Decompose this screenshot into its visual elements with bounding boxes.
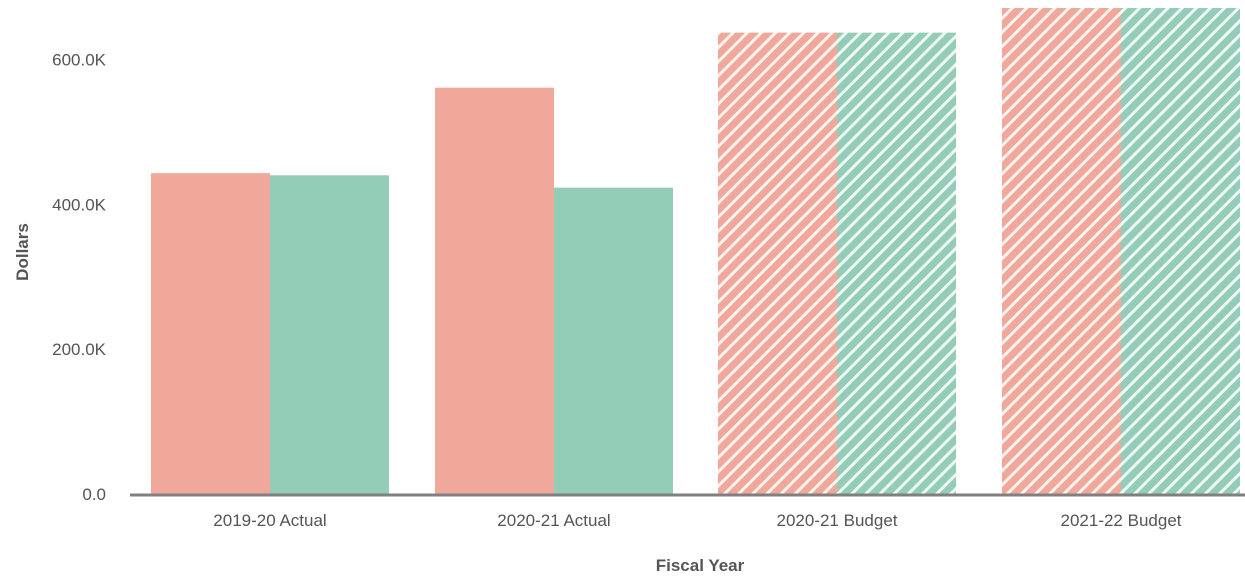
- bar-2020-21-budget-series-1: [718, 32, 837, 495]
- x-tick-label: 2019-20 Actual: [213, 511, 326, 530]
- bar-2020-21-budget-series-2: [837, 32, 956, 495]
- x-tick-label: 2020-21 Actual: [497, 511, 610, 530]
- bar-2019-20-actual-series-2: [270, 175, 389, 495]
- bar-2020-21-actual-series-2: [554, 187, 673, 494]
- x-tick-label: 2020-21 Budget: [777, 511, 898, 530]
- y-tick-label: 600.0K: [52, 50, 107, 69]
- bar-2021-22-budget-series-1: [1002, 8, 1121, 494]
- y-axis-title: Dollars: [13, 223, 32, 281]
- y-tick-label: 400.0K: [52, 195, 107, 214]
- bar-2021-22-budget-series-2: [1121, 8, 1240, 494]
- y-tick-label: 0.0: [82, 485, 106, 504]
- x-axis-ticks: 2019-20 Actual 2020-21 Actual 2020-21 Budg…: [213, 511, 1181, 530]
- y-tick-label: 200.0K: [52, 340, 107, 359]
- x-tick-label: 2021-22 Budget: [1061, 511, 1182, 530]
- x-axis-title: Fiscal Year: [656, 556, 745, 575]
- bars-layer: [151, 8, 1240, 495]
- bar-2019-20-actual-series-1: [151, 173, 270, 494]
- bar-2020-21-actual-series-1: [435, 87, 554, 495]
- y-axis-ticks: 0.0 200.0K 400.0K 600.0K: [52, 50, 107, 504]
